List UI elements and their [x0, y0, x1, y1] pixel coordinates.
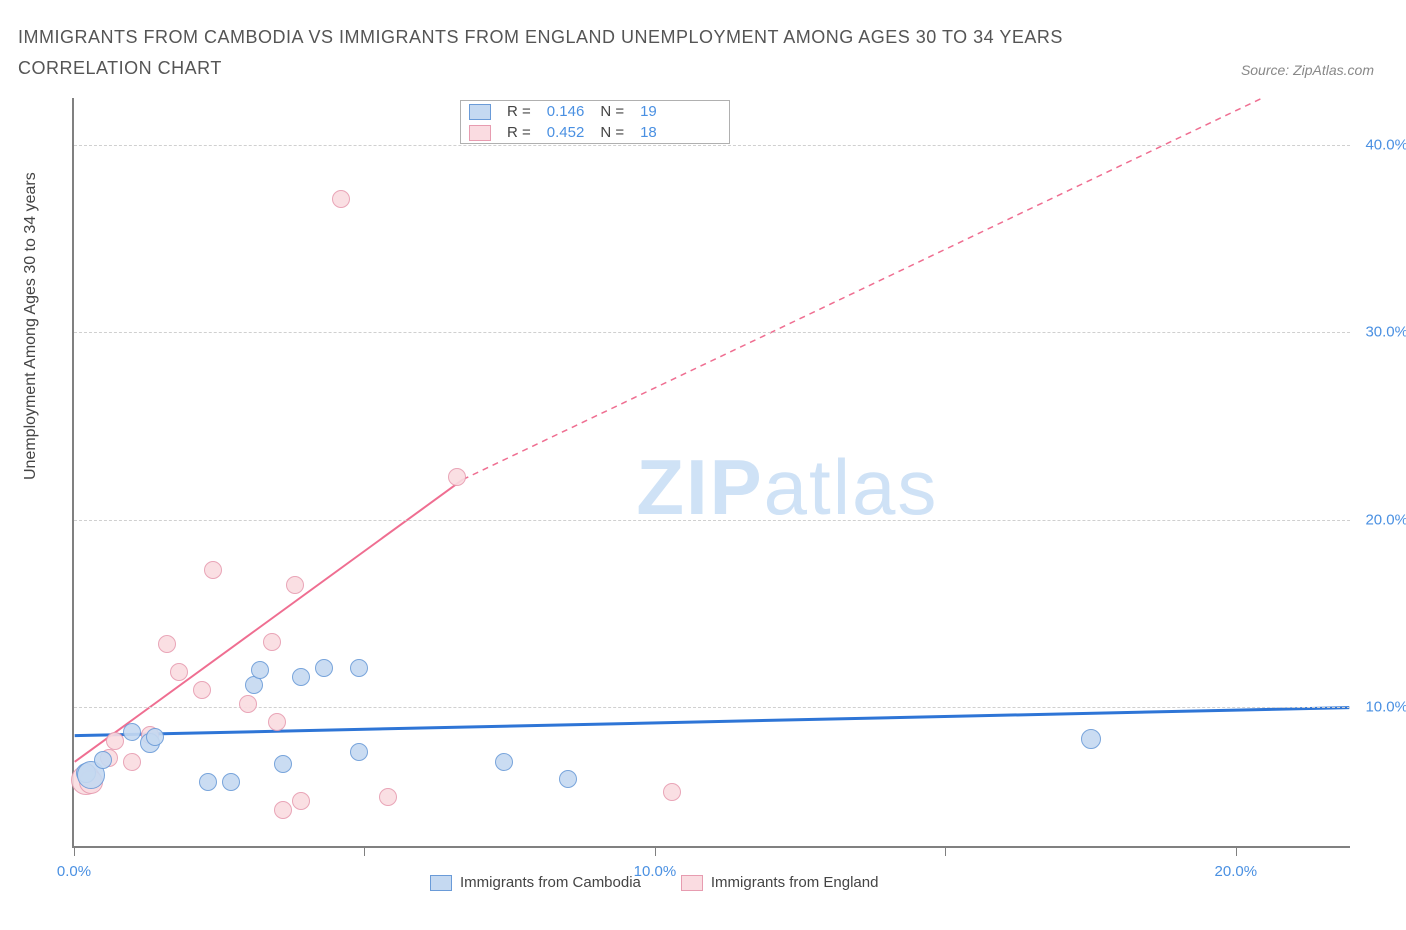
y-tick-label: 40.0%: [1365, 136, 1406, 153]
scatter-point: [1081, 729, 1101, 749]
scatter-point: [559, 770, 577, 788]
scatter-point: [222, 773, 240, 791]
legend-n-value: 19: [632, 101, 665, 122]
x-tick: [945, 846, 946, 856]
legend-item: Immigrants from Cambodia: [430, 874, 641, 891]
grid-line: [74, 520, 1350, 521]
scatter-point: [106, 732, 124, 750]
scatter-point: [123, 723, 141, 741]
y-tick-label: 10.0%: [1365, 699, 1406, 716]
scatter-point: [332, 190, 350, 208]
scatter-point: [350, 659, 368, 677]
scatter-point: [204, 561, 222, 579]
scatter-point: [292, 668, 310, 686]
grid-line: [74, 707, 1350, 708]
grid-line: [74, 332, 1350, 333]
scatter-point: [123, 753, 141, 771]
y-tick-label: 20.0%: [1365, 511, 1406, 528]
scatter-point: [239, 695, 257, 713]
legend-series-label: Immigrants from Cambodia: [460, 874, 641, 891]
y-axis-label: Unemployment Among Ages 30 to 34 years: [22, 172, 40, 480]
scatter-point: [274, 755, 292, 773]
scatter-point: [268, 713, 286, 731]
regression-lines-layer: [74, 98, 1350, 846]
scatter-point: [292, 792, 310, 810]
scatter-point: [448, 468, 466, 486]
scatter-point: [170, 663, 188, 681]
grid-line: [74, 145, 1350, 146]
scatter-point: [199, 773, 217, 791]
scatter-point: [146, 728, 164, 746]
legend-item: Immigrants from England: [681, 874, 879, 891]
source-attribution: Source: ZipAtlas.com: [1241, 62, 1374, 78]
scatter-point: [94, 751, 112, 769]
legend-swatch: [469, 125, 491, 141]
legend-swatch: [681, 875, 703, 891]
legend-swatch: [430, 875, 452, 891]
scatter-point: [158, 635, 176, 653]
legend-r-value: 0.146: [539, 101, 593, 122]
scatter-point: [379, 788, 397, 806]
legend-r-value: 0.452: [539, 122, 593, 143]
x-tick: [655, 846, 656, 856]
x-tick-label: 0.0%: [57, 863, 91, 880]
x-tick: [74, 846, 75, 856]
x-tick: [1236, 846, 1237, 856]
legend-r-label: R =: [499, 122, 539, 143]
correlation-legend: R =0.146N =19 R =0.452N =18: [460, 100, 730, 144]
legend-r-label: R =: [499, 101, 539, 122]
chart-title: IMMIGRANTS FROM CAMBODIA VS IMMIGRANTS F…: [18, 22, 1186, 83]
x-tick-label: 20.0%: [1215, 863, 1258, 880]
legend-n-value: 18: [632, 122, 665, 143]
legend-swatch: [469, 104, 491, 120]
scatter-point: [495, 753, 513, 771]
scatter-point: [251, 661, 269, 679]
scatter-point: [193, 681, 211, 699]
scatter-point: [263, 633, 281, 651]
scatter-point: [350, 743, 368, 761]
legend-series-label: Immigrants from England: [711, 874, 879, 891]
scatter-point: [274, 801, 292, 819]
x-tick: [364, 846, 365, 856]
scatter-point: [315, 659, 333, 677]
series-legend: Immigrants from Cambodia Immigrants from …: [430, 874, 918, 891]
scatter-point: [286, 576, 304, 594]
legend-n-label: N =: [592, 101, 632, 122]
legend-n-label: N =: [592, 122, 632, 143]
y-tick-label: 30.0%: [1365, 324, 1406, 341]
scatter-point: [663, 783, 681, 801]
plot-area: ZIPatlas 10.0%20.0%30.0%40.0%0.0%10.0%20…: [72, 98, 1350, 848]
